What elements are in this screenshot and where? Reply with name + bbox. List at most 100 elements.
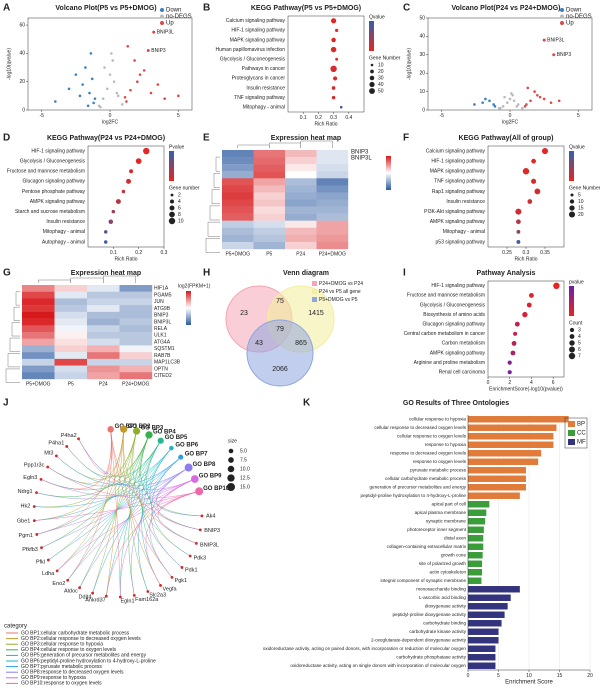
- panel-label: J: [3, 398, 9, 409]
- heat-cell: [316, 220, 349, 228]
- y-tick-label: 40: [19, 51, 25, 57]
- category-label: Central carbon metabolism in cancer: [404, 331, 486, 337]
- size-legend-label: 5: [578, 340, 581, 346]
- heat-cell: [87, 325, 120, 333]
- point: [505, 101, 509, 104]
- gene-node: [180, 566, 184, 569]
- x-tick-label: 0: [487, 380, 490, 386]
- heat-cell: [22, 311, 55, 319]
- dot: [103, 230, 108, 234]
- point: [499, 106, 502, 110]
- bar: [468, 645, 496, 652]
- gene-label: Pdk3: [194, 556, 207, 562]
- point: [101, 97, 105, 100]
- size-legend-label: 12.5: [240, 475, 250, 481]
- category-label: Glycolysis / Gluconeogenesis: [220, 57, 286, 63]
- colorbar: [186, 291, 191, 325]
- colorbar-title: pvalue: [569, 279, 584, 285]
- x-tick-label: 5: [577, 113, 580, 119]
- edge: [157, 491, 200, 544]
- point: [538, 95, 542, 99]
- point: [89, 52, 93, 55]
- row-label: BNIP3L: [154, 319, 171, 325]
- term-node: [190, 475, 199, 483]
- column-label: P5: [266, 251, 272, 257]
- heat-cell: [285, 157, 317, 165]
- category-label: p53 signaling pathway: [436, 239, 486, 245]
- legend-label: Down: [566, 8, 581, 14]
- x-axis-label: Rich Ratio: [314, 121, 337, 127]
- size-legend-dot: [169, 205, 175, 211]
- size-legend-label: 50: [378, 88, 384, 94]
- size-legend-dot: [568, 352, 576, 360]
- bar: [468, 662, 496, 669]
- dot: [507, 370, 512, 375]
- dot: [111, 209, 116, 214]
- bar: [468, 535, 484, 542]
- panel-label: I: [403, 268, 406, 279]
- term-label: GO BP3: [141, 426, 164, 432]
- column-label: P24: [296, 251, 305, 257]
- gene-node: [54, 454, 58, 458]
- bar: [468, 654, 496, 661]
- size-legend-label: 7: [578, 353, 581, 359]
- gene-node: [32, 519, 36, 523]
- term-node: [107, 426, 114, 433]
- gene-node: [32, 505, 36, 508]
- panel-title: Volcano Plot(P5 vs P5+DMOG): [55, 5, 156, 12]
- point: [163, 97, 166, 100]
- edge: [56, 491, 200, 572]
- bar: [468, 467, 526, 474]
- category-label: Glycolysis / Gluconeogenesis: [420, 302, 486, 308]
- bar: [468, 628, 499, 635]
- gene-node: [66, 578, 70, 582]
- size-legend-dot: [170, 193, 174, 197]
- dot: [541, 147, 549, 155]
- legend-swatch: [560, 21, 564, 25]
- dendrogram: [300, 140, 333, 148]
- bar: [468, 526, 484, 533]
- legend-label: GO BP2:cellular response to decreased ox…: [21, 636, 141, 642]
- heat-cell: [54, 325, 88, 333]
- dendrogram: [7, 353, 20, 368]
- heat-cell: [253, 206, 286, 214]
- gene-label: Pfkfb3: [22, 547, 38, 553]
- bar: [468, 475, 526, 482]
- dot: [135, 158, 142, 165]
- heat-cell: [22, 338, 55, 346]
- region-count: 23: [240, 310, 248, 317]
- gene-label: Egln3: [23, 475, 37, 481]
- category-label: apical part of cell: [432, 501, 466, 506]
- legend-swatch: [312, 281, 317, 286]
- heat-cell: [222, 192, 254, 200]
- edge: [149, 447, 197, 544]
- heat-cell: [119, 305, 153, 313]
- heat-cell: [285, 171, 317, 179]
- annotated-point: [146, 49, 150, 53]
- legend-label: GO BP4:cellular response to oxygen level…: [21, 647, 117, 653]
- category-label: HIF-1 signaling pathway: [231, 28, 285, 34]
- category-label: site of polarized growth: [419, 561, 467, 566]
- dendrogram: [15, 291, 20, 306]
- category-label: distal axon: [444, 535, 466, 540]
- heat-cell: [253, 164, 286, 172]
- edge: [140, 434, 202, 517]
- category-label: carbohydrate kinase activity: [409, 629, 466, 634]
- heat-cell: [253, 234, 286, 243]
- point: [526, 86, 530, 90]
- point: [115, 91, 119, 95]
- y-tick-label: 20: [419, 71, 425, 77]
- heat-cell: [222, 234, 254, 243]
- dendrogram: [38, 279, 71, 283]
- size-legend-dot: [569, 346, 575, 353]
- category-label: response to hypoxia: [425, 442, 467, 447]
- size-legend-title: size: [228, 438, 237, 444]
- category-label: Mitophagy - animal: [243, 105, 285, 111]
- legend-label: MF: [577, 440, 586, 446]
- row-label: MAP1LC3B: [154, 360, 181, 366]
- category-label: Carbon metabolism: [442, 341, 485, 347]
- region-count: 75: [276, 298, 284, 305]
- legend-label: GO BP1:cellular carbohydrate metabolic p…: [21, 630, 130, 636]
- heat-cell: [22, 285, 55, 292]
- x-tick-label: 0: [509, 113, 512, 119]
